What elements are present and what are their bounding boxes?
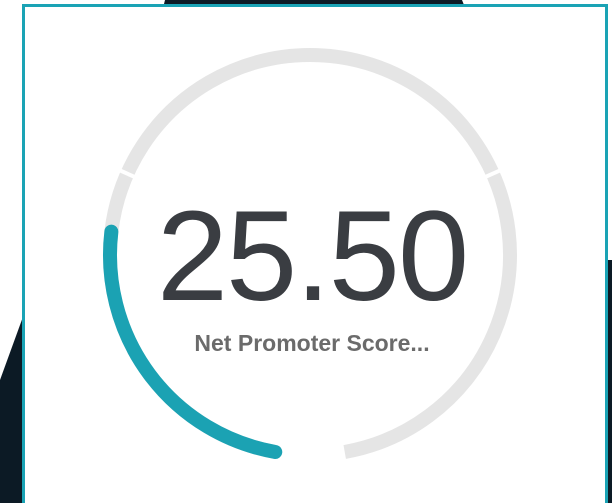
gauge-fill: [103, 224, 283, 459]
gauge-label: Net Promoter Score...: [194, 330, 429, 356]
gauge: [103, 48, 517, 459]
track-gap: [480, 166, 505, 181]
gauge-value: 25.50: [157, 185, 467, 328]
track-gap: [115, 166, 140, 181]
